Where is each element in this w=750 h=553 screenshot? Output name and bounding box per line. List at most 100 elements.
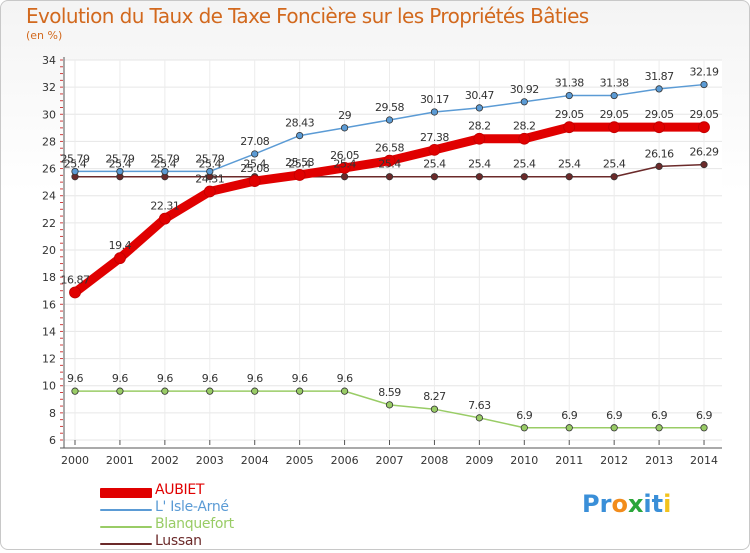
data-point-l-isle-arn bbox=[475, 104, 483, 112]
data-point-l-isle-arn bbox=[251, 150, 259, 158]
data-label-aubiet: 16.87 bbox=[61, 273, 90, 286]
y-tick-label: 26 bbox=[42, 163, 56, 176]
proxiti-logo: Proxiti bbox=[582, 490, 671, 518]
data-label-l-isle-arn: 29 bbox=[338, 109, 351, 122]
data-point-l-isle-arn bbox=[296, 131, 304, 140]
data-point-l-isle-arn bbox=[340, 124, 349, 132]
data-point-aubiet bbox=[653, 121, 665, 134]
data-label-aubiet: 19.4 bbox=[109, 239, 132, 252]
data-label-l-isle-arn: 25.79 bbox=[61, 152, 90, 165]
y-tick-label: 22 bbox=[42, 217, 56, 230]
x-tick-label: 2004 bbox=[241, 454, 269, 467]
data-label-lussan: 25.4 bbox=[64, 158, 87, 171]
data-label-l-isle-arn: 31.87 bbox=[645, 70, 674, 83]
logo-letter: t bbox=[651, 490, 664, 518]
data-point-aubiet bbox=[383, 154, 396, 167]
data-label-l-isle-arn: 28.43 bbox=[285, 117, 314, 130]
data-point-l-isle-arn bbox=[71, 167, 79, 176]
data-point-blanquefort bbox=[700, 424, 708, 432]
data-label-l-isle-arn: 30.47 bbox=[465, 89, 494, 102]
x-tick-label: 2009 bbox=[465, 454, 493, 467]
data-label-blanquefort: 9.6 bbox=[337, 372, 353, 385]
data-label-aubiet: 29.05 bbox=[600, 108, 629, 121]
chart-subtitle: (en %) bbox=[26, 29, 63, 42]
data-label-lussan: 25.4 bbox=[378, 158, 401, 171]
data-point-blanquefort bbox=[296, 387, 304, 395]
data-point-blanquefort bbox=[340, 387, 349, 395]
data-point-blanquefort bbox=[430, 405, 439, 413]
data-label-l-isle-arn: 25.79 bbox=[195, 152, 224, 165]
y-tick-label: 28 bbox=[42, 135, 56, 148]
data-label-aubiet: 29.05 bbox=[555, 108, 584, 121]
logo-letter: o bbox=[611, 490, 628, 518]
data-label-lussan: 25.4 bbox=[333, 158, 356, 171]
x-tick-label: 2008 bbox=[420, 454, 448, 467]
data-label-lussan: 25.4 bbox=[603, 158, 626, 171]
data-point-aubiet bbox=[293, 169, 306, 181]
data-point-l-isle-arn bbox=[610, 91, 618, 100]
data-point-l-isle-arn bbox=[385, 116, 394, 124]
data-label-blanquefort: 6.9 bbox=[651, 409, 667, 422]
data-label-blanquefort: 6.9 bbox=[516, 409, 532, 422]
data-point-aubiet bbox=[698, 121, 710, 134]
logo-letter: P bbox=[582, 490, 600, 518]
legend-label: Blanquefort bbox=[155, 516, 234, 532]
data-label-lussan: 25.4 bbox=[199, 158, 222, 171]
data-label-aubiet: 28.2 bbox=[468, 120, 491, 133]
x-tick-label: 2002 bbox=[151, 454, 179, 467]
data-point-aubiet bbox=[248, 175, 261, 187]
data-point-blanquefort bbox=[475, 414, 483, 422]
legend-swatch bbox=[100, 526, 152, 528]
data-point-l-isle-arn bbox=[116, 167, 124, 176]
x-tick-label: 2007 bbox=[376, 454, 404, 467]
data-point-aubiet bbox=[428, 143, 441, 156]
legend-swatch bbox=[100, 488, 152, 498]
data-label-l-isle-arn: 31.38 bbox=[555, 77, 584, 90]
y-tick-label: 8 bbox=[49, 407, 56, 420]
data-point-lussan bbox=[475, 173, 483, 181]
data-label-blanquefort: 7.63 bbox=[468, 399, 491, 412]
data-label-blanquefort: 8.27 bbox=[423, 390, 446, 403]
data-label-blanquefort: 8.59 bbox=[378, 386, 401, 399]
data-point-lussan bbox=[655, 162, 663, 170]
x-tick-label: 2010 bbox=[510, 454, 538, 467]
data-point-l-isle-arn bbox=[655, 85, 663, 93]
y-tick-label: 20 bbox=[42, 244, 56, 257]
data-point-aubiet bbox=[608, 121, 621, 134]
data-point-blanquefort bbox=[385, 401, 394, 409]
data-label-aubiet: 22.31 bbox=[150, 200, 179, 213]
legend-swatch bbox=[100, 509, 152, 511]
data-label-aubiet: 24.31 bbox=[195, 173, 224, 186]
data-label-l-isle-arn: 25.79 bbox=[105, 152, 134, 165]
data-label-l-isle-arn: 25.79 bbox=[150, 152, 179, 165]
data-point-l-isle-arn bbox=[565, 91, 573, 100]
x-tick-label: 2014 bbox=[690, 454, 718, 467]
data-point-aubiet bbox=[338, 161, 351, 174]
y-tick-label: 30 bbox=[42, 108, 56, 121]
data-label-lussan: 26.29 bbox=[690, 146, 719, 159]
data-label-aubiet: 27.38 bbox=[420, 131, 449, 144]
legend-swatch bbox=[100, 543, 152, 545]
x-tick-label: 2005 bbox=[286, 454, 314, 467]
data-point-aubiet bbox=[563, 121, 576, 134]
data-label-lussan: 25.4 bbox=[558, 158, 581, 171]
data-label-lussan: 25.4 bbox=[468, 158, 491, 171]
data-point-blanquefort bbox=[116, 387, 124, 395]
legend-label: Lussan bbox=[155, 533, 202, 549]
y-tick-label: 18 bbox=[42, 271, 56, 284]
data-label-lussan: 25.4 bbox=[513, 158, 536, 171]
data-label-blanquefort: 9.6 bbox=[202, 372, 218, 385]
y-tick-label: 14 bbox=[42, 325, 56, 338]
data-label-aubiet: 26.05 bbox=[330, 149, 359, 162]
data-label-blanquefort: 9.6 bbox=[292, 372, 308, 385]
data-point-lussan bbox=[610, 173, 618, 181]
data-label-blanquefort: 6.9 bbox=[606, 409, 622, 422]
data-label-lussan: 26.16 bbox=[645, 147, 674, 160]
data-label-aubiet: 26.58 bbox=[375, 142, 404, 155]
logo-letter: i bbox=[663, 490, 672, 518]
data-point-aubiet bbox=[518, 132, 531, 145]
data-point-aubiet bbox=[69, 286, 81, 299]
data-point-lussan bbox=[700, 161, 708, 169]
y-tick-label: 34 bbox=[42, 54, 56, 67]
